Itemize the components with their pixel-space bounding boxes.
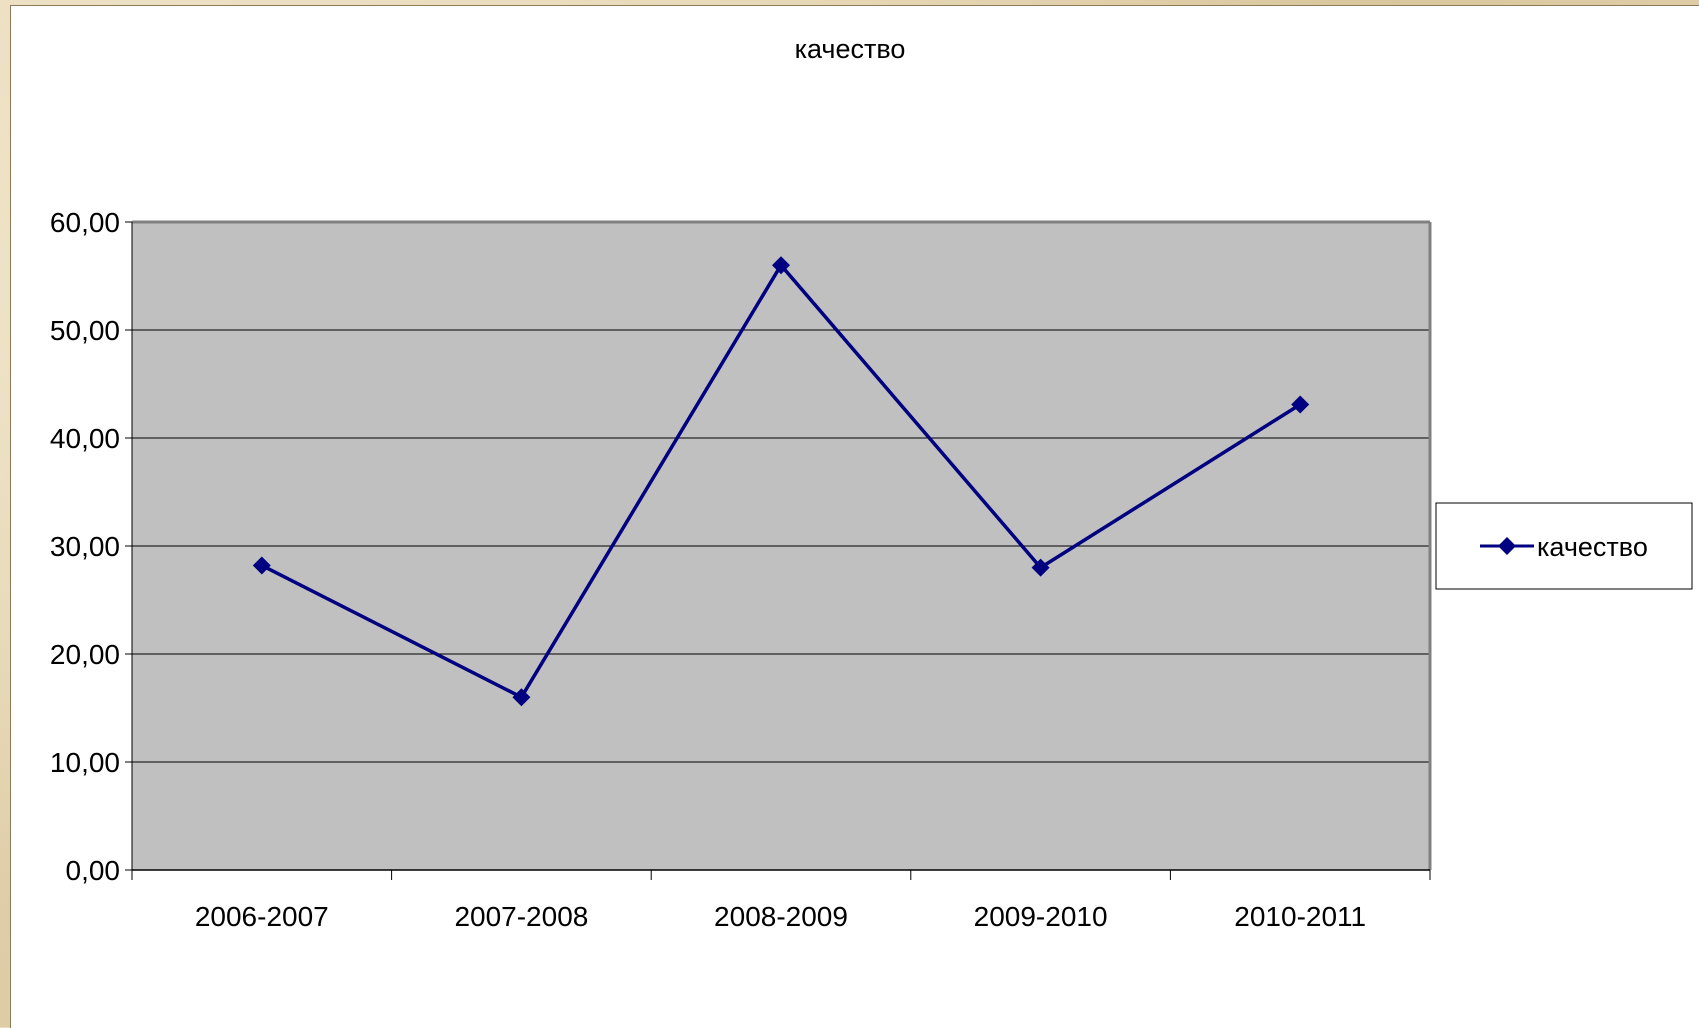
y-tick-label: 10,00 <box>50 747 120 778</box>
y-tick-label: 50,00 <box>50 315 120 346</box>
y-tick-label: 40,00 <box>50 423 120 454</box>
x-tick-label: 2009-2010 <box>974 901 1108 932</box>
y-tick-label: 0,00 <box>66 855 121 886</box>
x-tick-label: 2006-2007 <box>195 901 329 932</box>
x-tick-label: 2007-2008 <box>454 901 588 932</box>
data-point-marker <box>512 688 531 707</box>
data-point-marker <box>772 256 790 275</box>
legend-marker <box>1498 537 1516 555</box>
x-tick-label: 2008-2009 <box>714 901 848 932</box>
x-tick-label: 2010-2011 <box>1234 901 1366 932</box>
data-point-marker <box>1031 558 1050 577</box>
legend: качество <box>1435 502 1693 590</box>
y-tick-label: 30,00 <box>50 531 120 562</box>
legend-label: качество <box>1537 532 1648 562</box>
y-tick-label: 60,00 <box>50 207 120 238</box>
chart-title: качество <box>795 34 906 64</box>
legend-box <box>1435 502 1693 590</box>
y-tick-label: 20,00 <box>50 639 120 670</box>
data-point-marker <box>252 556 271 575</box>
data-point-marker <box>1291 395 1310 414</box>
